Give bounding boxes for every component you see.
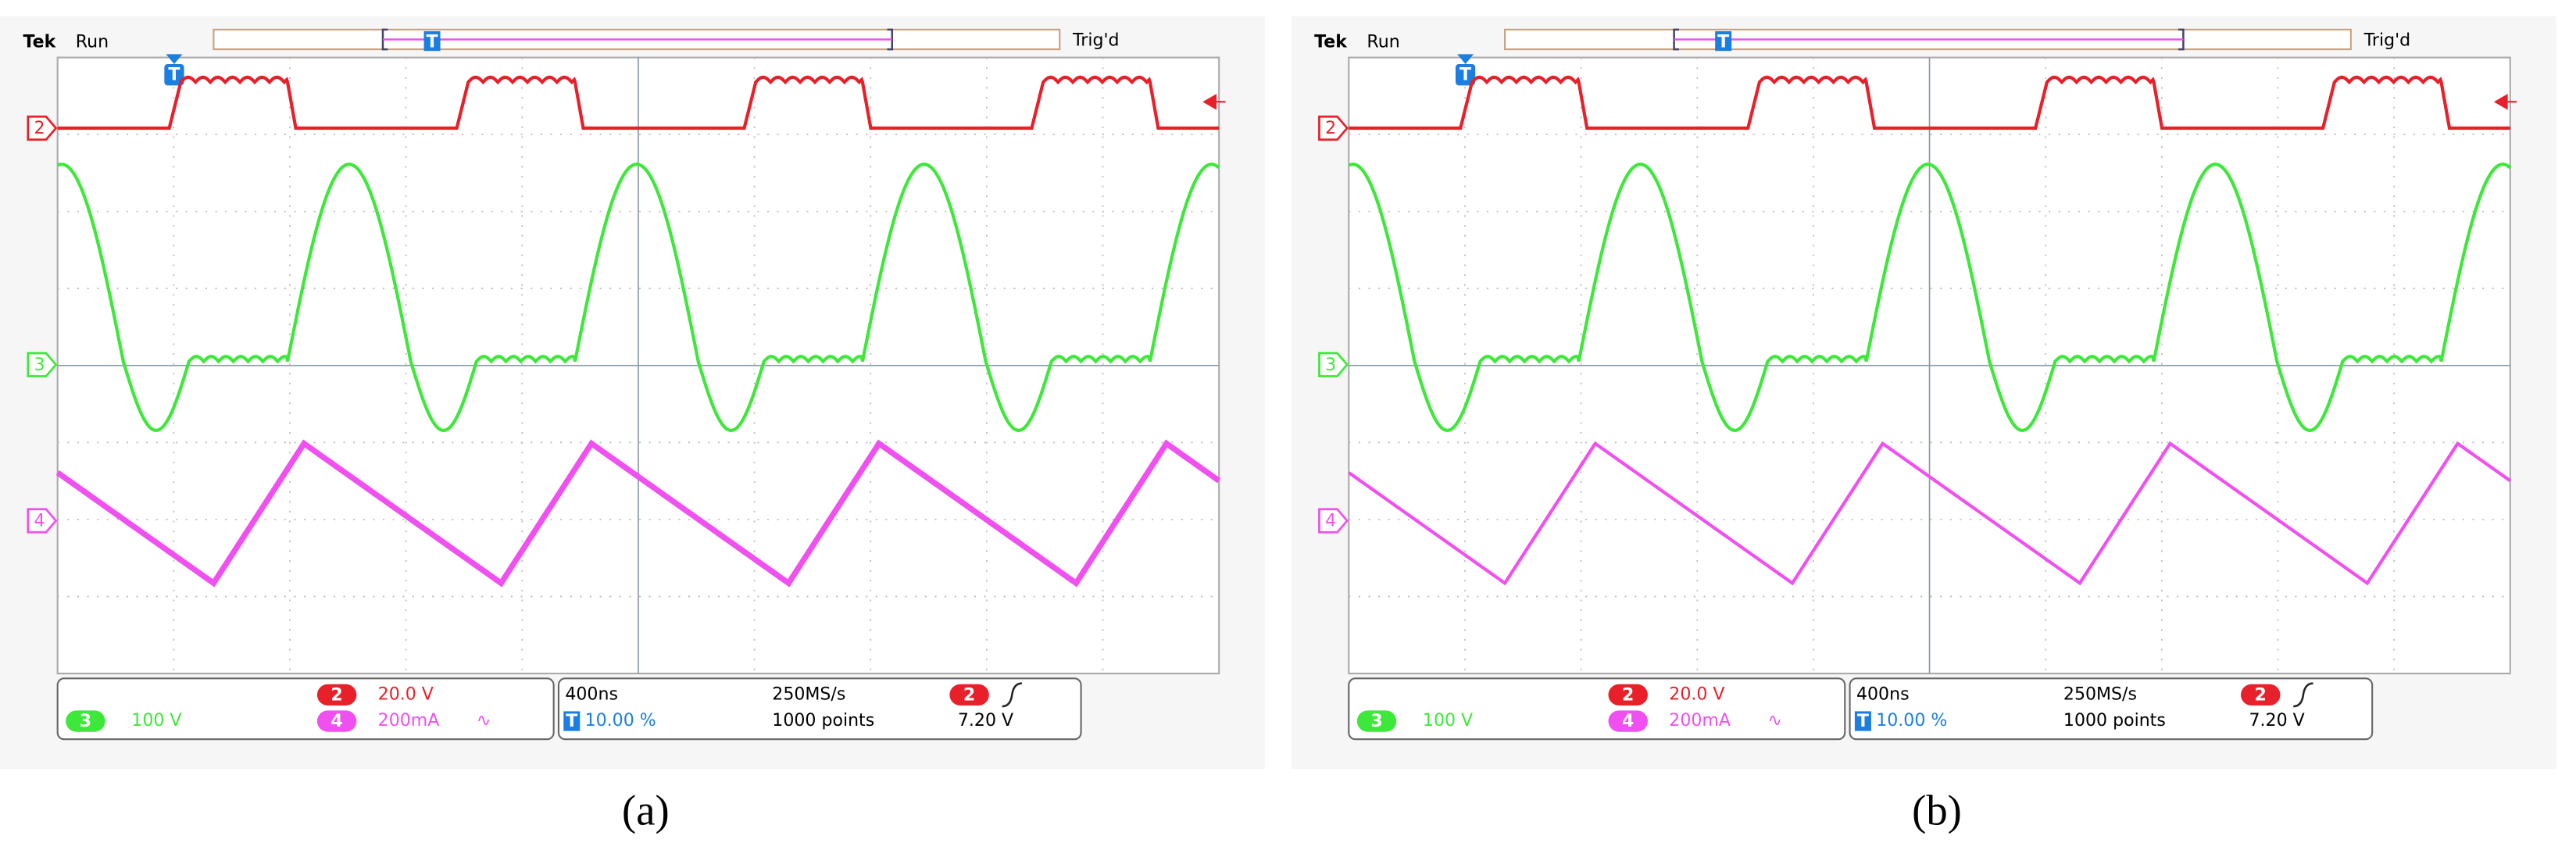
trigger-point-icon: [164, 64, 184, 86]
channel-badge-label: 3: [1370, 712, 1382, 731]
channel-badge: [949, 684, 989, 706]
record-bar: [1503, 28, 2352, 51]
readout-box: [56, 677, 555, 741]
run-status: Run: [1367, 33, 1399, 52]
timebase: 400ns: [1856, 684, 1910, 704]
channel-marker: [1318, 115, 1349, 141]
ch4-coupling: ∿: [1767, 711, 1782, 730]
channel-marker: [1318, 352, 1349, 377]
channel-badge: [2240, 684, 2281, 706]
ch2-scale: 20.0 V: [378, 684, 434, 704]
caption: (a): [622, 786, 670, 834]
trigger-level-arrow: [2493, 94, 2517, 110]
brand: Tek: [23, 33, 57, 52]
trig-position-icon: [1854, 711, 1871, 731]
trigger-slope: [1002, 682, 1022, 708]
trigger-point-label: T: [168, 66, 180, 85]
ch4-scale: 200mA: [1669, 711, 1731, 730]
ch4-scale: 200mA: [378, 711, 440, 730]
ch3-trace: [56, 163, 1220, 432]
trigger-pointer: [166, 54, 183, 65]
channel-badge: [316, 710, 357, 732]
ch3-trace: [1348, 163, 2512, 432]
trig-position-icon-label: T: [566, 712, 577, 731]
trigger-point-label: T: [1459, 66, 1471, 85]
record-length: 1000 points: [2063, 711, 2166, 730]
channel-marker: [1318, 508, 1349, 534]
run-status: Run: [76, 33, 109, 52]
channel-badge: [1356, 710, 1397, 732]
timebase: 400ns: [565, 684, 618, 704]
ch3-scale: 100 V: [1423, 711, 1473, 730]
trig-position-icon-label: T: [1857, 712, 1869, 731]
trig-level: 7.20 V: [958, 711, 1013, 730]
ch2-trace: [1349, 75, 2510, 130]
trigger-icon: [1715, 30, 1732, 52]
trigger-level-arrow: [1202, 94, 1226, 110]
channel-marker-label: 2: [34, 119, 45, 138]
trigger-status: Trig'd: [2363, 31, 2411, 51]
channel-badge: [1608, 710, 1648, 732]
channel-marker-label: 3: [34, 355, 45, 375]
sample-rate: 250MS/s: [772, 684, 845, 704]
trigger-icon-label: T: [1717, 33, 1729, 52]
trig-position-icon: [563, 711, 581, 731]
caption: (b): [1912, 786, 1962, 834]
ch2-trace: [57, 75, 1220, 130]
readout-box: [1348, 677, 1846, 741]
channel-badge-label: 2: [330, 685, 342, 705]
channel-marker-label: 2: [1325, 119, 1336, 138]
ch2-scale: 20.0 V: [1669, 684, 1724, 704]
trigger-point-icon: [1455, 64, 1476, 86]
channel-badge-label: 3: [80, 712, 91, 731]
trigger-icon-label: T: [427, 33, 438, 52]
channel-badge-label: 4: [1622, 712, 1634, 731]
channel-marker: [27, 115, 58, 141]
scope-panel: Tek Run T Trig'd T 2 3 4 2 20.0 V 3 100 V 4 200mA ∿ 400…: [1291, 16, 2556, 834]
trigger-icon: [423, 30, 441, 52]
ch4-trace: [1348, 441, 2512, 586]
brand: Tek: [1314, 33, 1348, 52]
trig-position: 10.00 %: [1876, 711, 1947, 730]
channel-marker-label: 4: [1325, 512, 1336, 531]
sample-rate: 250MS/s: [2063, 684, 2137, 704]
ch4-trace: [55, 439, 1221, 588]
channel-badge-label: 4: [330, 712, 342, 731]
channel-badge-label: 2: [2255, 685, 2267, 705]
channel-badge-label: 2: [963, 685, 975, 705]
channel-badge: [1608, 684, 1648, 706]
channel-marker-label: 3: [1325, 355, 1336, 375]
trig-level: 7.20 V: [2249, 711, 2305, 730]
record-length: 1000 points: [772, 711, 874, 730]
channel-badge: [66, 710, 105, 732]
channel-marker: [27, 508, 58, 534]
ch4-coupling: ∿: [477, 711, 491, 730]
channel-badge-label: 2: [1622, 685, 1634, 705]
trigger-slope: [2293, 682, 2313, 708]
channel-marker: [27, 352, 58, 377]
trigger-status: Trig'd: [1072, 31, 1120, 51]
channel-marker-label: 4: [34, 512, 45, 531]
ch3-scale: 100 V: [131, 711, 181, 730]
trigger-pointer: [1457, 54, 1474, 65]
channel-badge: [316, 684, 357, 706]
trig-position: 10.00 %: [585, 711, 656, 730]
scope-panel: Tek Run T Trig'd T 2 3 4 2 20.0 V 3 100 V 4 200mA ∿ 400…: [0, 16, 1266, 834]
